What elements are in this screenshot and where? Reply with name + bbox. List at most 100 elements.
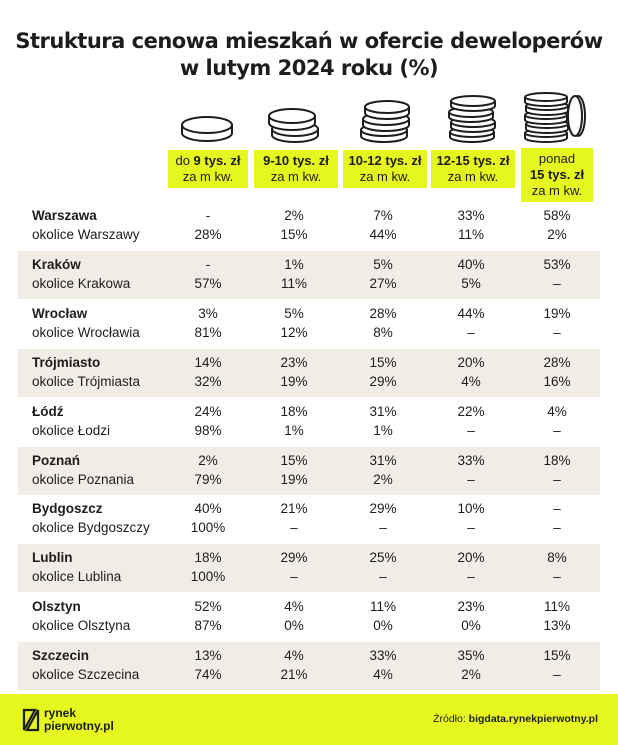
area-value: 100% bbox=[190, 569, 226, 585]
table-row: Wrocław okolice Wrocławia 3% 81% 5% 12% 28% 8% 4… bbox=[18, 300, 600, 348]
area-value: 21% bbox=[280, 667, 308, 683]
city-value: 53% bbox=[543, 256, 571, 272]
city-value: 33% bbox=[457, 208, 485, 223]
table-cell: 11% 0% bbox=[343, 597, 423, 635]
table-row: Olsztyn okolice Olsztyna 52% 87% 4% 0% 11% 0% 23… bbox=[18, 593, 600, 641]
area-value: 11% bbox=[457, 227, 485, 242]
column-header-1: do 9 tys. zł za m kw. bbox=[168, 150, 248, 188]
table-cell: 25% – bbox=[343, 548, 423, 586]
column-header-2: 9-10 tys. zł za m kw. bbox=[254, 150, 338, 188]
city-value: 40% bbox=[457, 256, 485, 272]
table-cell: 20% 4% bbox=[431, 353, 511, 391]
coin-stack-3-icon bbox=[360, 100, 410, 143]
coin-stack-4-icon bbox=[448, 95, 496, 143]
city-value: 14% bbox=[194, 354, 222, 370]
city-name: Olsztyn bbox=[32, 599, 81, 615]
city-name: Wrocław bbox=[32, 305, 88, 321]
city-value: 10% bbox=[457, 501, 485, 517]
area-value: – bbox=[467, 422, 475, 438]
area-value: 100% bbox=[190, 520, 226, 536]
row-label: Olsztyn okolice Olsztyna bbox=[32, 597, 130, 635]
table-cell: 21% – bbox=[254, 499, 334, 537]
city-value: 4% bbox=[284, 648, 304, 664]
area-name: okolice Wrocławia bbox=[32, 324, 140, 340]
area-value: – bbox=[553, 471, 561, 487]
city-value: 20% bbox=[457, 550, 485, 566]
row-label: Łódź okolice Łodzi bbox=[32, 402, 110, 440]
logo-mark-icon bbox=[22, 708, 40, 732]
area-value: 27% bbox=[369, 275, 397, 291]
city-name: Poznań bbox=[32, 452, 81, 468]
city-value: 2% bbox=[198, 452, 218, 468]
city-value: 18% bbox=[194, 550, 222, 566]
table-cell: 22% – bbox=[431, 402, 511, 440]
city-value: 11% bbox=[543, 599, 571, 615]
area-value: 16% bbox=[543, 373, 571, 389]
coin-stack-5-icon bbox=[524, 92, 586, 143]
area-value: 0% bbox=[284, 618, 304, 634]
city-value: 4% bbox=[284, 599, 304, 615]
table-cell: 19% – bbox=[517, 304, 597, 342]
area-value: 0% bbox=[461, 618, 481, 634]
table-cell: 52% 87% bbox=[168, 597, 248, 635]
table-cell: 40% 5% bbox=[431, 255, 511, 293]
table-cell: 23% 19% bbox=[254, 353, 334, 391]
area-value: 4% bbox=[373, 667, 393, 683]
area-name: okolice Olsztyna bbox=[32, 618, 131, 634]
column-headers: do 9 tys. zł za m kw. 9-10 tys. zł za m … bbox=[0, 148, 618, 202]
city-value: 18% bbox=[280, 403, 308, 419]
city-value: 33% bbox=[457, 452, 485, 468]
table-cell: 15% – bbox=[517, 646, 597, 684]
table-cell: - 57% bbox=[168, 255, 248, 293]
area-value: – bbox=[553, 422, 561, 438]
city-value: 13% bbox=[194, 648, 222, 664]
table-cell: 1% 11% bbox=[254, 255, 334, 293]
table-row: Lublin okolice Lublina 18% 100% 29% – 25% – 20% –… bbox=[18, 544, 600, 593]
area-name: okolice Szczecina bbox=[32, 667, 140, 683]
city-name: Łódź bbox=[32, 403, 64, 419]
city-value: 25% bbox=[369, 550, 397, 566]
table-cell: 10% – bbox=[431, 499, 511, 537]
row-label: Szczecin okolice Szczecina bbox=[32, 646, 139, 684]
city-value: 28% bbox=[369, 305, 397, 321]
city-value: 31% bbox=[369, 403, 397, 419]
table-cell: 23% 0% bbox=[431, 597, 511, 635]
table-cell: 35% 2% bbox=[431, 646, 511, 684]
city-value: 24% bbox=[194, 403, 222, 419]
city-value: 33% bbox=[369, 648, 397, 664]
table-cell: 5% 27% bbox=[343, 255, 423, 293]
table-cell: 4% 0% bbox=[254, 597, 334, 635]
coin-stack-2-icon bbox=[268, 108, 319, 143]
area-value: 87% bbox=[194, 618, 222, 634]
rynekpierwotny-logo: rynek pierwotny.pl bbox=[22, 706, 132, 736]
page-title: Struktura cenowa mieszkań w ofercie dewe… bbox=[15, 29, 603, 80]
table-cell: 33% 11% bbox=[431, 206, 511, 244]
area-value: 13% bbox=[543, 618, 571, 634]
city-value: 2% bbox=[284, 208, 304, 223]
city-value: 21% bbox=[280, 501, 308, 517]
city-value: 18% bbox=[543, 452, 571, 468]
area-value: 5% bbox=[461, 275, 481, 291]
area-name: okolice Trójmiasta bbox=[32, 373, 141, 389]
area-value: – bbox=[467, 520, 475, 536]
area-value: 12% bbox=[280, 324, 308, 340]
area-value: 32% bbox=[194, 373, 222, 389]
area-name: okolice Łodzi bbox=[32, 422, 111, 438]
city-value: 44% bbox=[457, 305, 485, 321]
table-cell: 40% 100% bbox=[168, 499, 248, 537]
source-note: Źródło: bigdata.rynekpierwotny.pl bbox=[433, 713, 598, 725]
table-row: Szczecin okolice Szczecina 13% 74% 4% 21% 33% 4… bbox=[18, 642, 600, 691]
city-value: 5% bbox=[373, 256, 393, 272]
table-cell: 7% 44% bbox=[343, 206, 423, 244]
row-label: Poznań okolice Poznania bbox=[32, 451, 134, 489]
table-cell: 11% 13% bbox=[517, 597, 597, 635]
column-header-3: 10-12 tys. zł za m kw. bbox=[343, 150, 427, 188]
table-cell: 2% 79% bbox=[168, 451, 248, 489]
table-cell: 13% 74% bbox=[168, 646, 248, 684]
city-name: Kraków bbox=[32, 256, 81, 272]
area-value: – bbox=[553, 324, 561, 340]
row-label: Wrocław okolice Wrocławia bbox=[32, 304, 140, 342]
table-cell: 2% 15% bbox=[254, 206, 334, 244]
area-name: okolice Krakowa bbox=[32, 275, 131, 291]
area-name: okolice Poznania bbox=[32, 471, 135, 487]
